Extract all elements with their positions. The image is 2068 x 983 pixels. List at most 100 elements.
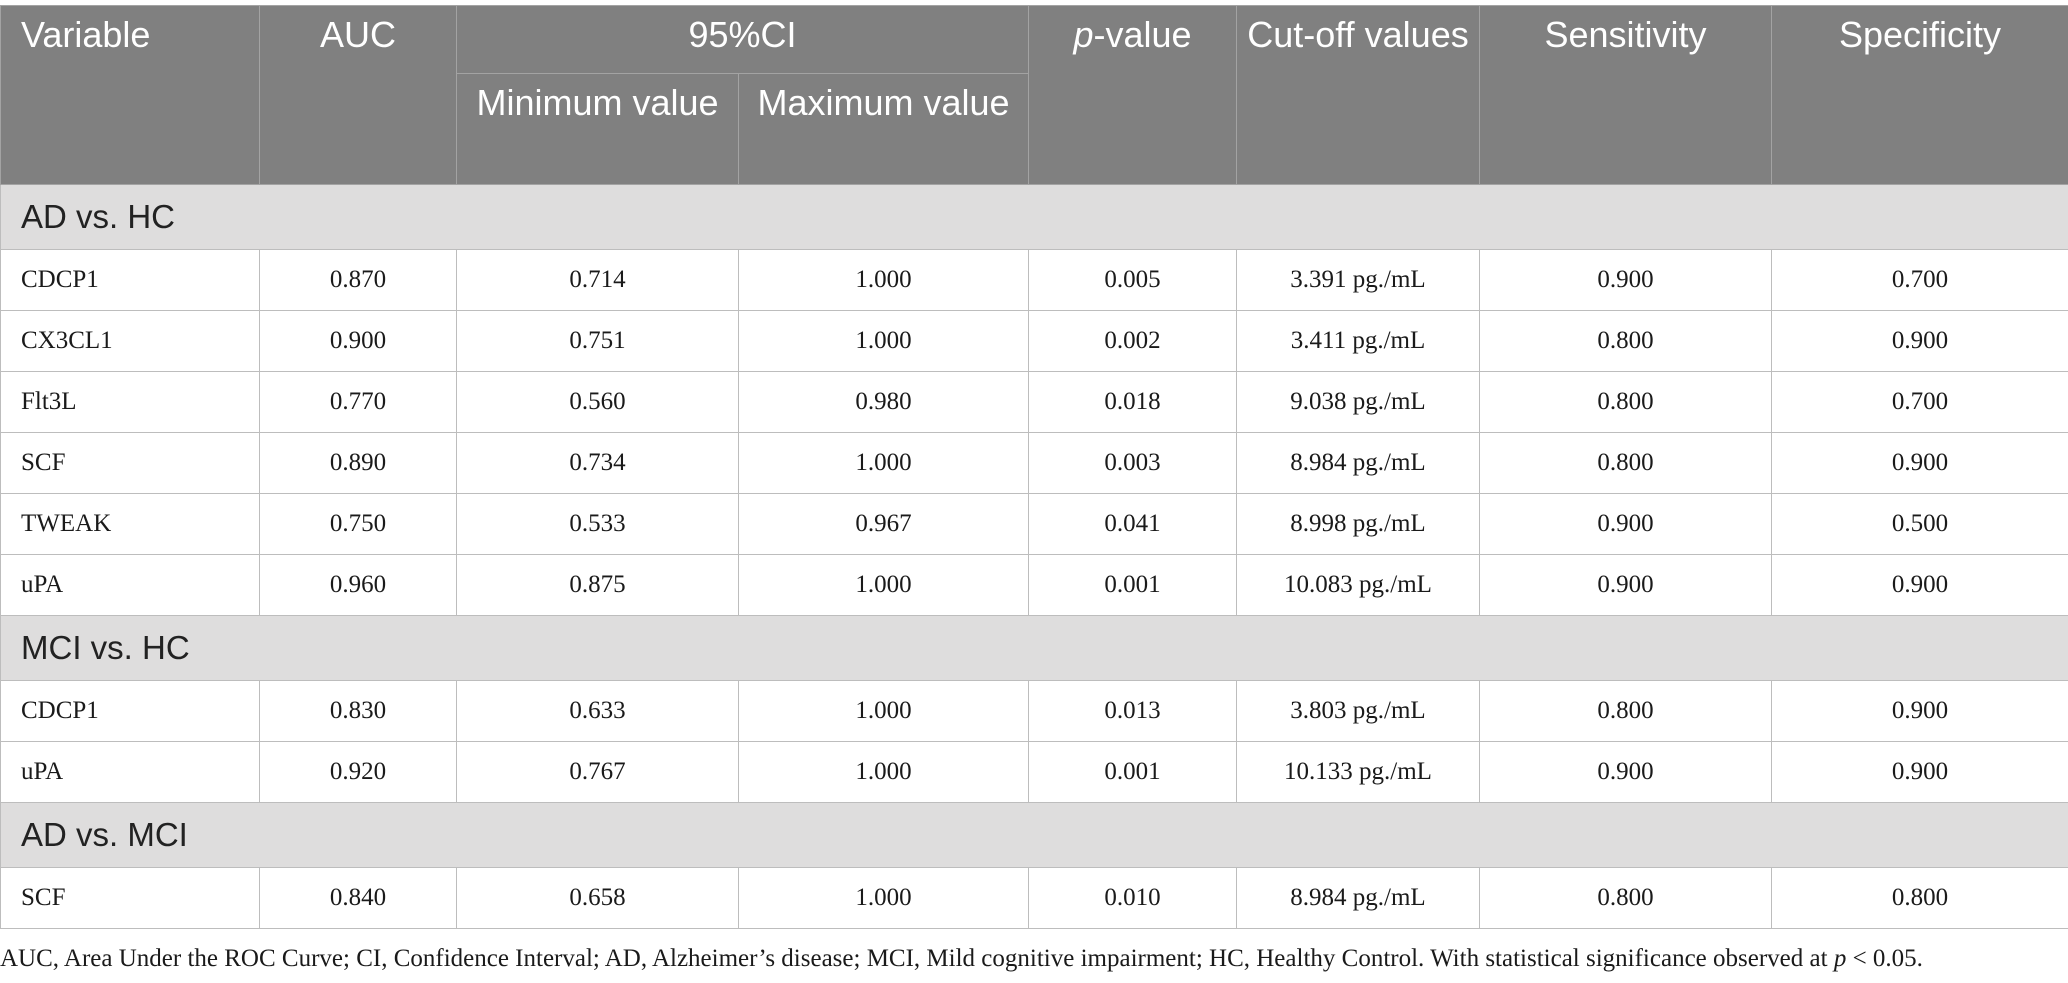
table-row: uPA 0.960 0.875 1.000 0.001 10.083 pg./mL 0.90… [0, 554, 2068, 616]
results-table-container: Variable AUC 95%CI p-value Cut-off value… [0, 5, 2068, 929]
table-row: CDCP1 0.830 0.633 1.000 0.013 3.803 pg./mL 0.8… [0, 680, 2068, 742]
cell-p-value: 0.018 [1028, 371, 1237, 433]
cell-ci-max: 1.000 [738, 741, 1029, 803]
header-ci-min: Minimum value [456, 73, 739, 185]
cell-specificity: 0.500 [1771, 493, 2068, 555]
cell-specificity: 0.900 [1771, 554, 2068, 616]
table-row: SCF 0.840 0.658 1.000 0.010 8.984 pg./mL 0.800… [0, 867, 2068, 929]
header-auc: AUC [259, 5, 457, 185]
header-p-value: p-value [1028, 5, 1237, 185]
header-cutoff: Cut-off values [1236, 5, 1480, 185]
cell-ci-min: 0.875 [456, 554, 739, 616]
footnote-text: AUC, Area Under the ROC Curve; CI, Confi… [0, 945, 1834, 972]
cell-cutoff: 10.133 pg./mL [1236, 741, 1480, 803]
table-row: CX3CL1 0.900 0.751 1.000 0.002 3.411 pg./mL 0.… [0, 310, 2068, 372]
table-header: Variable AUC 95%CI p-value Cut-off value… [0, 5, 2068, 185]
footnote-p-italic: p [1833, 945, 1847, 972]
header-ci: 95%CI [456, 5, 1029, 74]
footnote-tail: < 0.05. [1846, 945, 1923, 972]
cell-ci-max: 1.000 [738, 680, 1029, 742]
cell-specificity: 0.900 [1771, 310, 2068, 372]
cell-auc: 0.830 [259, 680, 457, 742]
cell-ci-min: 0.560 [456, 371, 739, 433]
group-row: AD vs. MCI [0, 802, 2068, 868]
cell-auc: 0.750 [259, 493, 457, 555]
cell-sensitivity: 0.800 [1479, 310, 1772, 372]
table-body: AD vs. HC CDCP1 0.870 0.714 1.000 0.005 3.391 … [0, 184, 2068, 929]
cell-p-value: 0.003 [1028, 432, 1237, 494]
cell-ci-min: 0.734 [456, 432, 739, 494]
cell-variable: SCF [0, 432, 260, 494]
header-variable: Variable [0, 5, 260, 185]
cell-p-value: 0.041 [1028, 493, 1237, 555]
cell-sensitivity: 0.900 [1479, 554, 1772, 616]
cell-ci-min: 0.751 [456, 310, 739, 372]
cell-cutoff: 10.083 pg./mL [1236, 554, 1480, 616]
cell-specificity: 0.800 [1771, 867, 2068, 929]
cell-variable: TWEAK [0, 493, 260, 555]
cell-p-value: 0.001 [1028, 741, 1237, 803]
cell-p-value: 0.013 [1028, 680, 1237, 742]
cell-variable: Flt3L [0, 371, 260, 433]
cell-sensitivity: 0.900 [1479, 493, 1772, 555]
table-row: SCF 0.890 0.734 1.000 0.003 8.984 pg./mL 0.800… [0, 432, 2068, 494]
cell-ci-max: 0.967 [738, 493, 1029, 555]
cell-auc: 0.920 [259, 741, 457, 803]
table-row: TWEAK 0.750 0.533 0.967 0.041 8.998 pg./mL 0.9… [0, 493, 2068, 555]
cell-cutoff: 8.984 pg./mL [1236, 867, 1480, 929]
cell-p-value: 0.010 [1028, 867, 1237, 929]
cell-sensitivity: 0.900 [1479, 741, 1772, 803]
group-row: AD vs. HC [0, 184, 2068, 250]
cell-cutoff: 8.998 pg./mL [1236, 493, 1480, 555]
cell-cutoff: 3.803 pg./mL [1236, 680, 1480, 742]
cell-specificity: 0.700 [1771, 249, 2068, 311]
cell-auc: 0.770 [259, 371, 457, 433]
cell-auc: 0.870 [259, 249, 457, 311]
cell-ci-min: 0.767 [456, 741, 739, 803]
cell-ci-max: 0.980 [738, 371, 1029, 433]
header-p-italic: p [1073, 14, 1094, 55]
header-specificity: Specificity [1771, 5, 2068, 185]
cell-ci-max: 1.000 [738, 432, 1029, 494]
cell-specificity: 0.900 [1771, 741, 2068, 803]
group-row: MCI vs. HC [0, 615, 2068, 681]
cell-sensitivity: 0.900 [1479, 249, 1772, 311]
cell-sensitivity: 0.800 [1479, 371, 1772, 433]
cell-ci-max: 1.000 [738, 249, 1029, 311]
header-ci-max: Maximum value [738, 73, 1029, 185]
cell-sensitivity: 0.800 [1479, 432, 1772, 494]
cell-sensitivity: 0.800 [1479, 680, 1772, 742]
cell-cutoff: 3.391 pg./mL [1236, 249, 1480, 311]
cell-specificity: 0.900 [1771, 432, 2068, 494]
cell-auc: 0.840 [259, 867, 457, 929]
cell-specificity: 0.900 [1771, 680, 2068, 742]
header-sensitivity: Sensitivity [1479, 5, 1772, 185]
cell-ci-min: 0.658 [456, 867, 739, 929]
cell-cutoff: 8.984 pg./mL [1236, 432, 1480, 494]
cell-variable: uPA [0, 554, 260, 616]
roc-results-table: Variable AUC 95%CI p-value Cut-off value… [0, 5, 2068, 929]
cell-ci-max: 1.000 [738, 310, 1029, 372]
group-title: MCI vs. HC [0, 615, 2068, 681]
cell-variable: SCF [0, 867, 260, 929]
cell-auc: 0.890 [259, 432, 457, 494]
cell-variable: CDCP1 [0, 680, 260, 742]
cell-auc: 0.900 [259, 310, 457, 372]
cell-cutoff: 9.038 pg./mL [1236, 371, 1480, 433]
cell-specificity: 0.700 [1771, 371, 2068, 433]
group-title: AD vs. HC [0, 184, 2068, 250]
cell-variable: CDCP1 [0, 249, 260, 311]
cell-ci-max: 1.000 [738, 867, 1029, 929]
cell-cutoff: 3.411 pg./mL [1236, 310, 1480, 372]
table-row: Flt3L 0.770 0.560 0.980 0.018 9.038 pg./mL 0.8… [0, 371, 2068, 433]
table-row: uPA 0.920 0.767 1.000 0.001 10.133 pg./mL 0.90… [0, 741, 2068, 803]
header-p-rest: -value [1093, 14, 1192, 55]
cell-p-value: 0.001 [1028, 554, 1237, 616]
table-footnote: AUC, Area Under the ROC Curve; CI, Confi… [0, 945, 2068, 973]
cell-ci-min: 0.633 [456, 680, 739, 742]
cell-ci-min: 0.533 [456, 493, 739, 555]
cell-p-value: 0.005 [1028, 249, 1237, 311]
cell-variable: uPA [0, 741, 260, 803]
cell-p-value: 0.002 [1028, 310, 1237, 372]
cell-variable: CX3CL1 [0, 310, 260, 372]
